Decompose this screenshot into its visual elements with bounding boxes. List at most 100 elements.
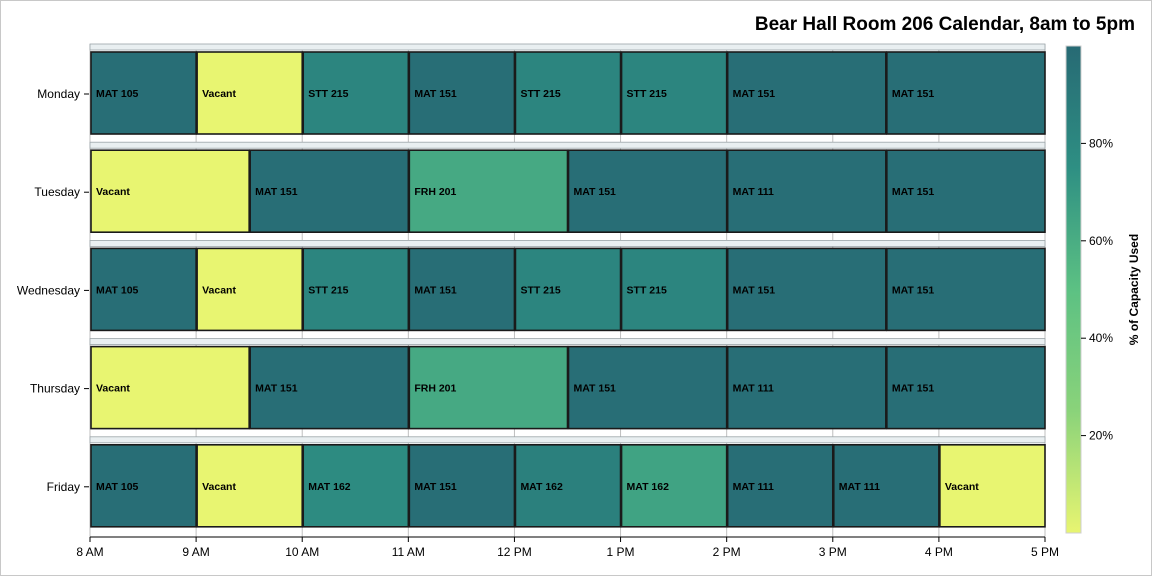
x-tick-label: 12 PM: [497, 545, 532, 559]
colorbar-label: % of Capacity Used: [1127, 234, 1141, 345]
schedule-block[interactable]: [408, 443, 516, 528]
x-tick-label: 3 PM: [819, 545, 847, 559]
schedule-block[interactable]: [886, 345, 1046, 430]
block-label: STT 215: [520, 88, 560, 100]
schedule-block[interactable]: [886, 51, 1046, 135]
schedule-block[interactable]: [302, 247, 410, 332]
block-label: MAT 151: [255, 186, 298, 198]
schedule-block[interactable]: [726, 149, 887, 233]
schedule-block[interactable]: [567, 149, 728, 233]
block-label: MAT 151: [892, 284, 935, 296]
row-band: [89, 338, 1046, 346]
block-label: MAT 151: [892, 88, 935, 100]
block-label: MAT 151: [892, 186, 935, 198]
block-label: Vacant: [202, 481, 236, 493]
day-label: Tuesday: [34, 185, 80, 199]
schedule-block[interactable]: [620, 443, 728, 528]
schedule-block[interactable]: [726, 51, 887, 135]
block-label: MAT 151: [574, 186, 617, 198]
schedule-blocks: MAT 105 Vacant STT 215 MAT 151 STT 215 STT 21…: [90, 51, 1046, 528]
schedule-block[interactable]: [726, 443, 834, 528]
x-tick-label: 10 AM: [285, 545, 319, 559]
block-label: MAT 162: [308, 481, 351, 493]
schedule-block[interactable]: [196, 443, 304, 528]
schedule-block[interactable]: [90, 443, 197, 528]
block-label: STT 215: [308, 284, 348, 296]
day-label: Monday: [37, 87, 80, 101]
block-label: FRH 201: [414, 383, 456, 395]
block-label: MAT 162: [520, 481, 563, 493]
block-label: MAT 151: [414, 88, 457, 100]
block-label: MAT 151: [414, 481, 457, 493]
schedule-block[interactable]: [514, 51, 622, 135]
block-label: STT 215: [627, 88, 667, 100]
schedule-block[interactable]: [939, 443, 1046, 528]
row-band: [89, 141, 1046, 149]
block-label: MAT 111: [733, 186, 774, 198]
colorbar-gradient: [1065, 45, 1082, 534]
block-label: STT 215: [627, 284, 667, 296]
colorbar-tick-label: 60%: [1089, 234, 1113, 248]
schedule-block[interactable]: [567, 345, 728, 430]
schedule-block[interactable]: [726, 345, 887, 430]
block-label: STT 215: [520, 284, 560, 296]
day-label: Friday: [47, 480, 80, 494]
schedule-block[interactable]: [886, 149, 1046, 233]
block-label: Vacant: [202, 88, 236, 100]
x-tick-label: 8 AM: [76, 545, 103, 559]
x-tick-label: 9 AM: [182, 545, 209, 559]
block-label: Vacant: [96, 383, 130, 395]
row-band: [89, 436, 1046, 444]
block-label: MAT 151: [892, 383, 935, 395]
schedule-block[interactable]: [302, 51, 410, 135]
block-label: Vacant: [945, 481, 979, 493]
schedule-block[interactable]: [249, 345, 410, 430]
schedule-block[interactable]: [514, 443, 622, 528]
block-label: MAT 105: [96, 481, 139, 493]
x-tick-label: 11 AM: [392, 545, 425, 559]
block-label: MAT 111: [733, 383, 774, 395]
block-label: FRH 201: [414, 186, 456, 198]
schedule-block[interactable]: [726, 247, 887, 332]
block-label: MAT 162: [627, 481, 670, 493]
block-label: MAT 151: [414, 284, 457, 296]
colorbar-tick-label: 20%: [1089, 429, 1113, 443]
colorbar-tick-label: 80%: [1089, 136, 1113, 150]
block-label: MAT 111: [733, 481, 774, 493]
schedule-block[interactable]: [196, 247, 304, 332]
schedule-block[interactable]: [408, 345, 569, 430]
schedule-block[interactable]: [832, 443, 940, 528]
schedule-block[interactable]: [196, 51, 304, 135]
schedule-block[interactable]: [90, 149, 250, 233]
x-tick-label: 1 PM: [607, 545, 635, 559]
schedule-block[interactable]: [620, 51, 728, 135]
block-label: MAT 151: [574, 383, 617, 395]
block-label: MAT 111: [839, 481, 880, 493]
schedule-block[interactable]: [886, 247, 1046, 332]
schedule-block[interactable]: [302, 443, 410, 528]
schedule-block[interactable]: [90, 51, 197, 135]
schedule-block[interactable]: [408, 51, 516, 135]
schedule-block[interactable]: [620, 247, 728, 332]
schedule-block[interactable]: [90, 247, 197, 332]
schedule-block[interactable]: [514, 247, 622, 332]
x-tick-label: 2 PM: [713, 545, 741, 559]
axes: Monday Tuesday Wednesday Thursday Friday 8 AM…: [17, 87, 1059, 559]
row-band: [89, 239, 1046, 247]
block-label: STT 215: [308, 88, 348, 100]
x-tick-label: 4 PM: [925, 545, 953, 559]
chart-title: Bear Hall Room 206 Calendar, 8am to 5pm: [754, 14, 1135, 35]
row-band: [89, 43, 1046, 51]
block-label: Vacant: [96, 186, 130, 198]
schedule-block[interactable]: [249, 149, 410, 233]
schedule-block[interactable]: [90, 345, 250, 430]
schedule-block[interactable]: [408, 247, 516, 332]
block-label: MAT 151: [255, 383, 298, 395]
block-label: MAT 151: [733, 88, 776, 100]
colorbar: 20% 40% 60% 80% % of Capacity Used: [1065, 45, 1141, 534]
x-tick-label: 5 PM: [1031, 545, 1059, 559]
block-label: MAT 105: [96, 284, 139, 296]
day-label: Thursday: [30, 382, 80, 396]
schedule-block[interactable]: [408, 149, 569, 233]
